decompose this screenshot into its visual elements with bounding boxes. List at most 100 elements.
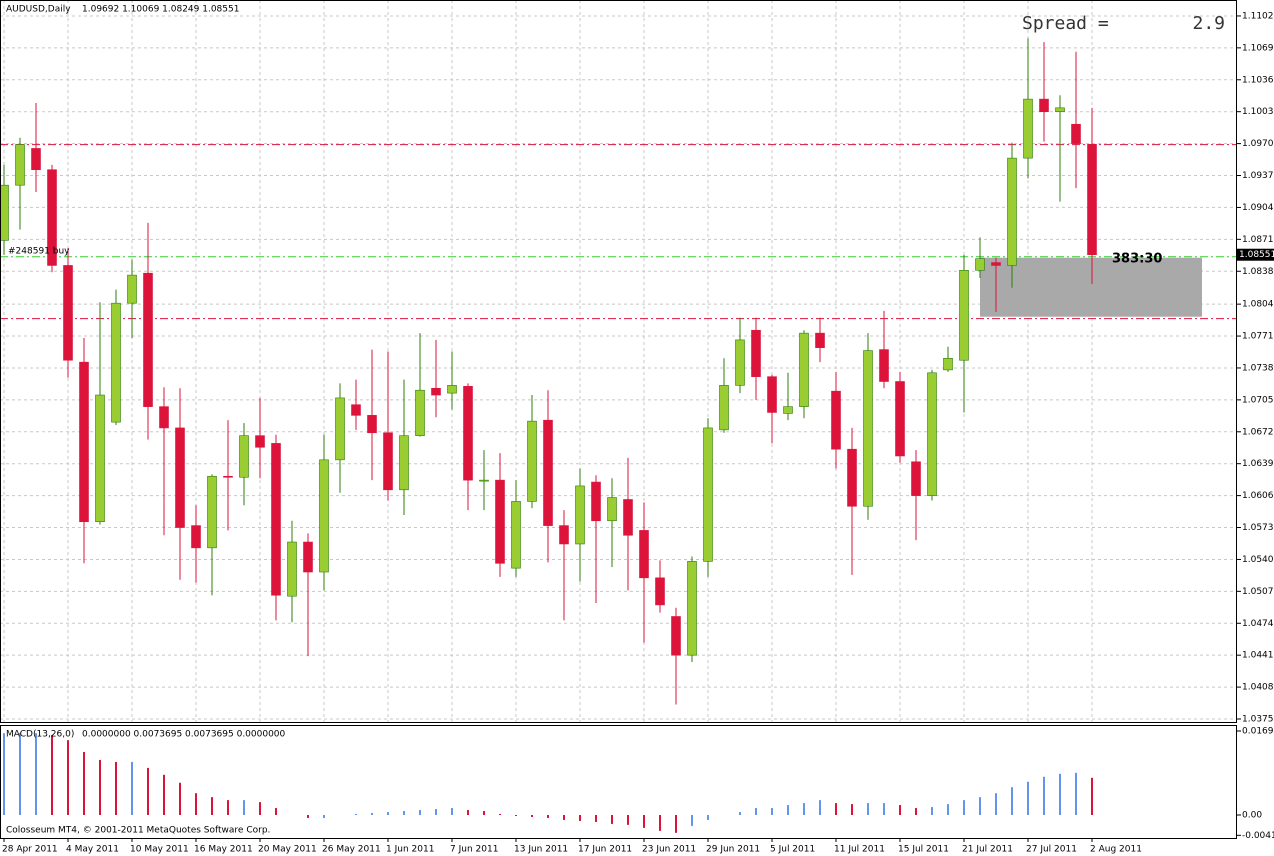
- candle-body: [991, 262, 1001, 266]
- candle-body: [415, 389, 425, 436]
- candle-body: [351, 404, 361, 416]
- x-tick-label: 13 Jun 2011: [514, 845, 568, 855]
- candle-body: [591, 481, 601, 522]
- x-tick-label: 7 Jun 2011: [450, 845, 498, 855]
- x-tick-label: 10 May 2011: [130, 845, 189, 855]
- candle-body: [1087, 144, 1097, 256]
- candle-body: [527, 420, 537, 502]
- y-tick-label: 1.08380: [1242, 267, 1274, 277]
- candle-body: [575, 485, 585, 545]
- candle-body: [271, 443, 281, 596]
- candle-body: [703, 427, 713, 562]
- candle-body: [671, 616, 681, 656]
- y-tick-label: 1.06060: [1242, 491, 1274, 501]
- macd-status: 0.0000000 0.0073695 0.0073695 0.0000000: [82, 730, 286, 740]
- candle-body: [15, 144, 25, 186]
- x-tick-label: 1 Jun 2011: [386, 845, 434, 855]
- price-marker-label: 1.08551: [1239, 250, 1274, 260]
- candle-body: [911, 461, 921, 496]
- candle-body: [255, 435, 265, 448]
- y-tick-label: 1.07380: [1242, 363, 1274, 373]
- candle-body: [287, 541, 297, 597]
- y-tick-label: 0.01694: [1242, 726, 1274, 736]
- candle-body: [495, 479, 505, 564]
- candle-body: [975, 258, 985, 271]
- y-tick-label: 1.07710: [1242, 332, 1274, 342]
- y-tick-label: 1.04410: [1242, 651, 1274, 661]
- x-tick-label: 5 Jul 2011: [770, 845, 815, 855]
- candle-body: [31, 148, 41, 171]
- x-tick-label: 20 May 2011: [258, 845, 317, 855]
- timer-label: 383:30: [1112, 252, 1162, 267]
- x-tick-label: 15 Jul 2011: [898, 845, 949, 855]
- candle-body: [895, 381, 905, 457]
- candle-body: [63, 265, 73, 361]
- candle-body: [399, 435, 409, 491]
- candle-body: [559, 525, 569, 545]
- candle-body: [511, 501, 521, 569]
- candle-body: [335, 397, 345, 461]
- candle-body: [367, 415, 377, 434]
- y-tick-label: 1.09040: [1242, 203, 1274, 213]
- y-tick-label: 1.06390: [1242, 459, 1274, 469]
- y-tick-label: 1.07050: [1242, 395, 1274, 405]
- candle-body: [751, 329, 761, 377]
- y-tick-label: 1.06720: [1242, 427, 1274, 437]
- candle-body: [847, 448, 857, 507]
- candle-body: [735, 339, 745, 386]
- candle-body: [191, 525, 201, 549]
- candle-body: [783, 406, 793, 414]
- candle-body: [383, 432, 393, 491]
- candle-body: [207, 475, 217, 549]
- order-label: #248591 buy: [8, 247, 70, 257]
- candle-body: [639, 530, 649, 579]
- y-tick-label: 1.05070: [1242, 587, 1274, 597]
- macd-title: MACD(13,26,0): [6, 730, 74, 740]
- candle-body: [879, 349, 889, 382]
- y-tick-label: 1.10690: [1242, 43, 1274, 53]
- y-tick-label: 0.00: [1242, 810, 1262, 820]
- candle-body: [687, 561, 697, 656]
- candle-body: [1007, 157, 1017, 266]
- y-tick-label: -0.0041: [1242, 831, 1274, 841]
- y-tick-label: 1.08710: [1242, 235, 1274, 245]
- spread-label: Spread =: [1022, 13, 1109, 34]
- x-tick-label: 2 Aug 2011: [1090, 845, 1142, 855]
- candle-body: [303, 541, 313, 573]
- candle-body: [799, 332, 809, 407]
- candle-body: [815, 332, 825, 348]
- copyright: Colosseum MT4, © 2001-2011 MetaQuotes So…: [6, 826, 270, 836]
- candle-body: [79, 361, 89, 523]
- y-tick-label: 1.05730: [1242, 523, 1274, 533]
- candle-body: [95, 394, 105, 523]
- candle-body: [543, 419, 553, 526]
- candle-body: [927, 372, 937, 496]
- candle-body: [607, 497, 617, 522]
- candle-body: [127, 274, 137, 304]
- candle-body: [319, 459, 329, 573]
- candle-body: [1023, 98, 1033, 159]
- y-tick-label: 1.08040: [1242, 300, 1274, 310]
- candle-body: [959, 269, 969, 361]
- y-tick-label: 1.04080: [1242, 683, 1274, 693]
- candle-body: [1055, 107, 1065, 112]
- x-tick-label: 16 May 2011: [194, 845, 253, 855]
- candle-body: [159, 406, 169, 429]
- candle-body: [479, 479, 489, 482]
- candle-body: [1071, 123, 1081, 144]
- main-frame: [0, 0, 1237, 723]
- price-zone: [980, 257, 1202, 317]
- macd-frame: [0, 725, 1237, 839]
- candle-body: [111, 302, 121, 423]
- y-tick-label: 1.04740: [1242, 619, 1274, 629]
- candle-body: [239, 435, 249, 478]
- candle-body: [767, 376, 777, 413]
- y-tick-label: 1.10030: [1242, 107, 1274, 117]
- candle-body: [143, 272, 153, 407]
- x-tick-label: 11 Jul 2011: [834, 845, 885, 855]
- y-tick-label: 1.09370: [1242, 171, 1274, 181]
- candle-body: [655, 577, 665, 606]
